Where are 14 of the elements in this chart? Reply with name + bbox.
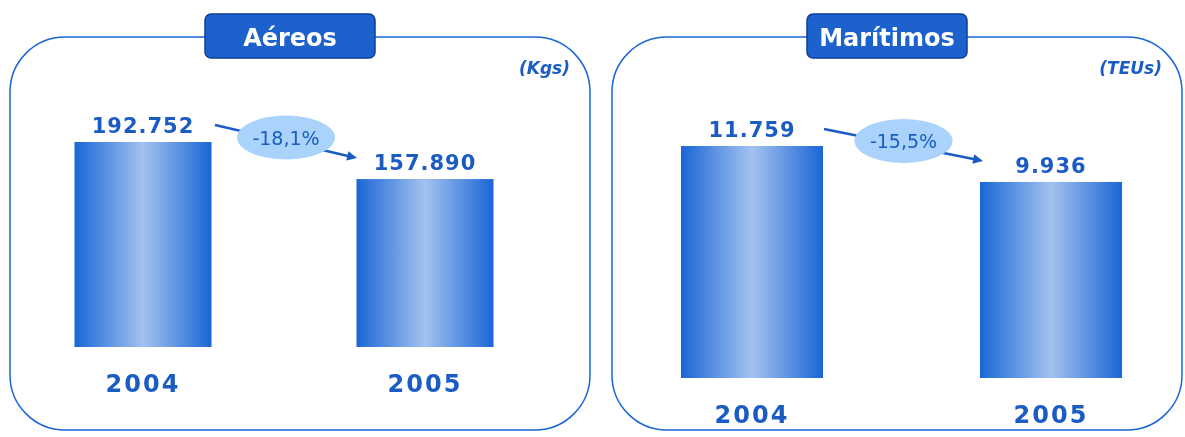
- data-label: 11.759: [708, 118, 796, 142]
- x-tick-label: 2005: [387, 370, 463, 398]
- chart-title: Marítimos: [819, 24, 955, 52]
- x-tick-label: 2004: [105, 370, 181, 398]
- data-label: 192.752: [91, 114, 195, 138]
- data-label: 9.936: [1015, 153, 1087, 178]
- chart-subtitle: (TEUs): [1099, 58, 1162, 78]
- x-tick-label: 2005: [1013, 401, 1089, 429]
- annotation: -15,5%: [869, 129, 938, 152]
- data-label: 157.890: [373, 151, 477, 176]
- annotation: -18,1%: [252, 126, 320, 149]
- x-tick-label: 2004: [714, 401, 790, 429]
- chart-subtitle: (Kgs): [519, 58, 570, 78]
- chart-title: Aéreos: [243, 24, 337, 52]
